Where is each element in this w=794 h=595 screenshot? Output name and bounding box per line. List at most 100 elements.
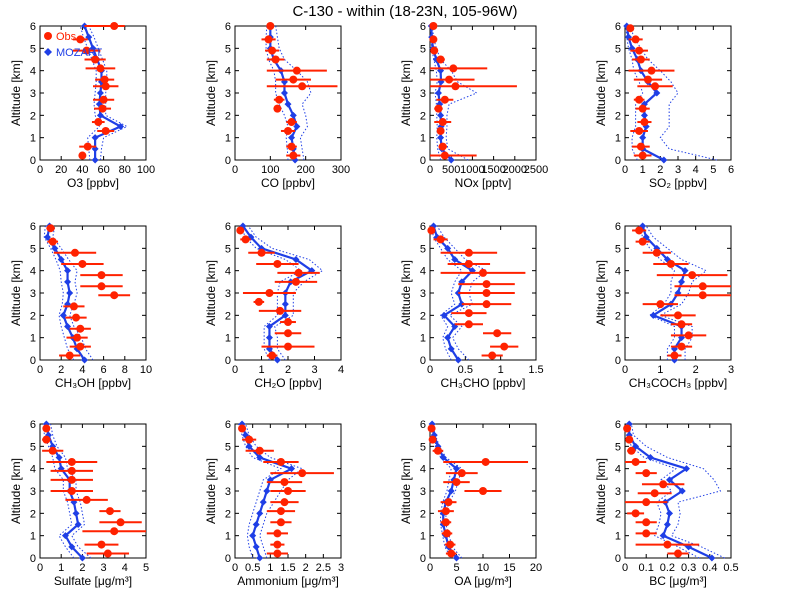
- x-tick-label: 3: [728, 364, 734, 376]
- obs-point: [677, 320, 686, 329]
- obs-point: [96, 64, 105, 73]
- obs-point: [284, 329, 292, 338]
- model-point: [288, 465, 296, 473]
- y-tick-label: 3: [615, 288, 621, 300]
- x-tick-label: 0.4: [702, 562, 717, 574]
- x-tick-label: 2.5: [316, 562, 331, 574]
- obs-point: [642, 469, 651, 478]
- model-point: [96, 89, 104, 97]
- y-tick-label: 2: [420, 508, 426, 520]
- obs-point: [638, 151, 647, 160]
- model-point: [280, 89, 288, 97]
- x-tick-label: 0: [622, 164, 628, 176]
- y-tick-label: 2: [615, 310, 621, 322]
- y-tick-label: 6: [615, 419, 621, 431]
- obs-point: [103, 549, 112, 558]
- x-tick-label: 0: [427, 562, 433, 574]
- obs-point: [42, 424, 51, 433]
- obs-point: [116, 518, 125, 527]
- y-tick-label: 3: [420, 288, 426, 300]
- y-tick-label: 1: [30, 531, 36, 543]
- x-tick-label: 1500: [481, 164, 505, 176]
- obs-point: [670, 351, 679, 360]
- x-tick-label: 0: [622, 562, 628, 574]
- obs-point: [276, 507, 285, 516]
- obs-point: [67, 475, 76, 484]
- y-tick-label: 6: [225, 21, 231, 33]
- obs-point: [287, 118, 296, 127]
- obs-point: [500, 342, 509, 351]
- obs-point: [464, 320, 473, 329]
- x-tick-label: 8: [122, 364, 128, 376]
- x-tick-label: 10: [140, 364, 152, 376]
- y-tick-label: 5: [225, 43, 231, 55]
- obs-point: [481, 457, 490, 466]
- obs-point: [436, 235, 445, 244]
- model-point: [96, 111, 104, 119]
- obs-point: [266, 22, 275, 30]
- y-axis-label: Altitude [km]: [204, 260, 218, 326]
- x-tick-label: 3: [338, 562, 344, 574]
- obs-point: [640, 118, 649, 127]
- model-point: [437, 111, 445, 119]
- y-tick-label: 2: [615, 508, 621, 520]
- plot-frame: [429, 25, 537, 161]
- obs-point: [436, 126, 445, 135]
- y-tick-label: 6: [225, 419, 231, 431]
- y-axis-label: Altitude [km]: [594, 260, 608, 326]
- model-mean-line: [628, 424, 713, 559]
- obs-point: [677, 342, 686, 351]
- x-axis-label: BC [μg/m³]: [649, 574, 707, 588]
- y-tick-label: 6: [615, 221, 621, 233]
- obs-point: [651, 82, 660, 91]
- model-point: [263, 487, 271, 495]
- model-point: [666, 509, 674, 517]
- model-point: [273, 356, 281, 364]
- model-point: [284, 100, 292, 108]
- y-axis-label: Altitude [km]: [399, 260, 413, 326]
- obs-point: [429, 35, 438, 44]
- obs-point: [294, 268, 303, 277]
- y-tick-label: 0: [420, 155, 426, 167]
- obs-point: [449, 64, 458, 73]
- model-point: [439, 454, 447, 461]
- model-point: [434, 89, 442, 97]
- y-tick-label: 0: [30, 355, 36, 367]
- panel-9: 0 1 2 3 4 5 6 0 1 2 3 4 5 Sulfate [μg/m³] Altitude [km…: [9, 419, 149, 588]
- y-tick-label: 0: [420, 355, 426, 367]
- y-tick-label: 4: [225, 66, 231, 78]
- obs-point: [105, 507, 114, 516]
- y-tick-label: 6: [30, 221, 36, 233]
- x-axis-label: CH₃OH [ppbv]: [55, 376, 131, 390]
- y-tick-label: 3: [225, 486, 231, 498]
- x-tick-label: 15: [503, 562, 515, 574]
- y-axis-label: Altitude [km]: [204, 458, 218, 524]
- obs-point: [264, 35, 273, 44]
- obs-point: [451, 82, 460, 91]
- legend-obs-marker: [44, 32, 52, 40]
- y-tick-label: 2: [420, 310, 426, 322]
- x-tick-label: 100: [137, 164, 155, 176]
- obs-point: [434, 104, 443, 113]
- obs-point: [441, 518, 450, 527]
- x-tick-label: 6: [101, 364, 107, 376]
- model-point: [55, 454, 63, 461]
- panel-12: 0 1 2 3 4 5 6 0 0.1 0.2 0.3 0.4 0.5 BC [μg/m³] Altitud…: [594, 419, 739, 588]
- obs-point: [289, 75, 298, 84]
- model-point: [444, 334, 452, 342]
- obs-point: [273, 529, 282, 538]
- y-tick-label: 6: [615, 21, 621, 33]
- obs-point: [70, 248, 79, 257]
- obs-point: [440, 151, 449, 160]
- x-tick-label: 1: [58, 562, 64, 574]
- y-tick-label: 1: [225, 133, 231, 145]
- y-tick-label: 3: [225, 288, 231, 300]
- obs-point: [255, 446, 264, 455]
- obs-point: [101, 126, 110, 135]
- obs-point: [642, 498, 651, 507]
- legend-obs-label: Obs: [56, 31, 77, 43]
- y-tick-label: 5: [615, 441, 621, 453]
- model-point: [117, 123, 125, 130]
